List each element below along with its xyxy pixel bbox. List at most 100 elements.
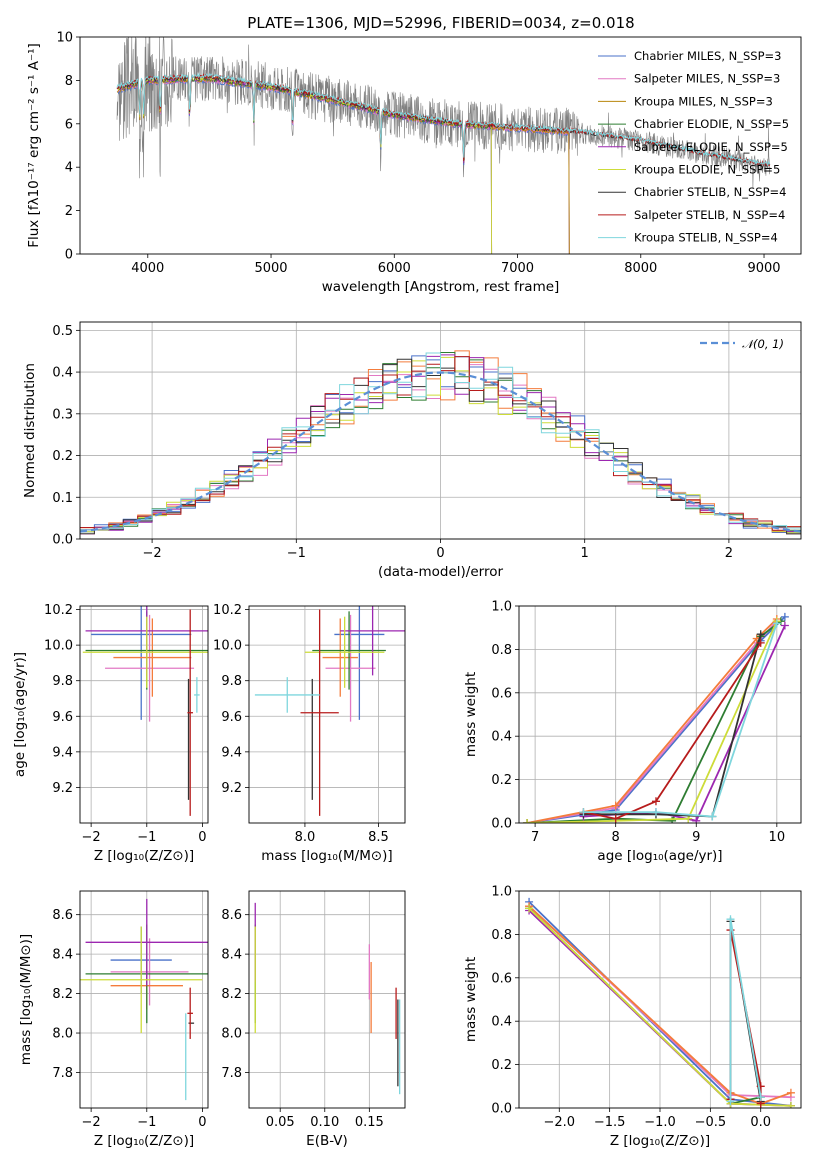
age-vs-z-xtick-label: −1 (137, 830, 156, 845)
weight-vs-z-xtick-label: −1.0 (644, 1115, 676, 1130)
spectrum-ytick-label: 10 (56, 31, 73, 46)
age-vs-z-frame (79, 605, 209, 824)
weight-line (729, 919, 762, 1102)
weight-vs-z-ytick-label: 1.0 (491, 885, 512, 900)
residuals-xtick-label: −1 (287, 546, 306, 561)
spectrum-xtick-label: 4000 (131, 261, 164, 276)
spectrum-panel: 4000 5000 6000 7000 8000 9000 0 2 4 6 8 10 wavelengt… (26, 31, 802, 295)
errorbar-point (254, 677, 320, 713)
errorbar-point (82, 616, 208, 688)
weight-series (579, 630, 765, 821)
residual-histogram (80, 352, 801, 531)
weight-vs-age-ytick-label: 0.2 (491, 773, 512, 788)
mass-vs-z-ylabel: mass [log₁₀(M/M⊙)] (18, 934, 34, 1065)
legend-label: Kroupa STELIB, N_SSP=4 (634, 231, 778, 245)
spectrum-ytick-label: 4 (65, 161, 73, 176)
weight-marker (726, 1097, 735, 1106)
weight-vs-z-xtick-label: −0.5 (695, 1115, 727, 1130)
weight-marker (579, 808, 588, 817)
age-vs-z-xtick-label: −2 (82, 830, 101, 845)
weight-vs-age-xtick-label: 10 (769, 830, 786, 845)
spectrum-ytick-label: 2 (65, 204, 73, 219)
weight-line (583, 642, 762, 820)
errorbar-point (91, 606, 192, 720)
weight-vs-z-frame (518, 890, 802, 1109)
errorbar-point (312, 611, 386, 690)
spectrum-xtick-label: 9000 (747, 261, 780, 276)
age-vs-z-ytick-label: 9.4 (52, 745, 73, 760)
legend-label: Chabrier MILES, N_SSP=3 (634, 49, 781, 63)
weight-vs-z-ytick-label: 0.2 (491, 1058, 512, 1073)
mass-vs-z-ytick-label: 8.6 (52, 908, 73, 923)
residuals-ytick-label: 0.4 (52, 366, 73, 381)
mass-vs-z-ytick-label: 8.2 (52, 987, 73, 1002)
mass-vs-z-ytick-label: 7.8 (52, 1066, 73, 1081)
weight-marker (523, 819, 532, 823)
errorbar-point (80, 926, 203, 1034)
mass-vs-z-xtick-label: −1 (137, 1115, 156, 1130)
errorbar-point (194, 677, 200, 713)
weight-line (583, 623, 778, 818)
errorbar-point (340, 606, 405, 676)
mass-vs-z-xtick-label: 0 (198, 1115, 206, 1130)
legend-label: Chabrier STELIB, N_SSP=4 (634, 185, 786, 199)
errorbar-point (113, 618, 192, 697)
weight-vs-age-panel: 7 8 9 10 0.0 0.2 0.4 0.6 0.8 1.0 age [log₁₀(age/yr… (463, 600, 802, 864)
model-spectrum-line (116, 72, 771, 167)
errorbar-point (334, 606, 385, 720)
residuals-ylabel: Normed distribution (22, 363, 38, 498)
errorbar-point (85, 898, 208, 986)
weight-marker (786, 1088, 795, 1097)
residuals-ytick-label: 0.0 (52, 533, 73, 548)
errorbar-point (105, 614, 195, 722)
mass-vs-z-xlabel: Z [log₁₀(Z/Z⊙)] (94, 1133, 194, 1149)
age-vs-z-xlabel: Z [log₁₀(Z/Z⊙)] (94, 848, 194, 864)
spectrum-legend: Chabrier MILES, N_SSP=3 Salpeter MILES, N… (598, 49, 789, 245)
weight-marker (756, 1093, 765, 1102)
age-vs-z-ytick-label: 9.8 (52, 674, 73, 689)
age-vs-z-ytick-label: 9.6 (52, 710, 73, 725)
age-vs-mass-frame (248, 605, 406, 824)
spectrum-ytick-label: 8 (65, 74, 73, 89)
weight-vs-z-ytick-label: 0.8 (491, 928, 512, 943)
residuals-frame (79, 321, 802, 540)
weight-vs-z-panel: −2.0 −1.5 −1.0 −0.5 0.0 0.0 0.2 0.4 0.6 0.8 1.0 Z [… (463, 885, 802, 1149)
residuals-panel: −2 −1 0 1 2 0.0 0.1 0.2 0.3 0.4 0.5 (data-model)/er… (22, 321, 802, 580)
spectrum-xtick-label: 8000 (624, 261, 657, 276)
spectrum-plot-area (116, 37, 771, 254)
errorbar-point (110, 938, 189, 1006)
age-vs-mass-ytick-label: 10.2 (213, 603, 242, 618)
spectrum-ytick-label: 0 (65, 248, 73, 263)
age-vs-mass-xtick-label: 8.5 (368, 830, 389, 845)
age-vs-mass-ytick-label: 10.0 (213, 639, 242, 654)
weight-series (523, 617, 781, 823)
mass-vs-ebv-ytick-label: 8.0 (221, 1027, 242, 1042)
legend-label: Kroupa ELODIE, N_SSP=5 (634, 163, 780, 177)
weight-vs-age-frame (518, 605, 802, 824)
figure-title: PLATE=1306, MJD=52996, FIBERID=0034, z=0… (247, 14, 634, 32)
mass-vs-ebv-ytick-label: 8.6 (221, 908, 242, 923)
weight-marker (692, 816, 701, 823)
residuals-xlabel: (data-model)/error (378, 564, 504, 580)
residuals-xtick-label: −2 (143, 546, 162, 561)
mass-vs-ebv-plot-area (254, 902, 401, 1095)
age-vs-mass-ytick-label: 9.8 (221, 674, 242, 689)
age-vs-mass-xtick-label: 8.0 (295, 830, 316, 845)
weight-vs-z-ytick-label: 0.0 (491, 1102, 512, 1117)
weight-series (579, 619, 781, 821)
weight-vs-age-xlabel: age [log₁₀(age/yr)] (597, 848, 722, 864)
mass-vs-z-plot-area (80, 898, 208, 1101)
residuals-ytick-label: 0.2 (52, 449, 73, 464)
residuals-xtick-label: 1 (581, 546, 589, 561)
weight-vs-z-ytick-label: 0.6 (491, 971, 512, 986)
age-vs-z-plot-area (82, 606, 208, 816)
weight-vs-z-ytick-label: 0.4 (491, 1015, 512, 1030)
weight-marker (780, 612, 789, 621)
weight-vs-age-ytick-label: 0.8 (491, 643, 512, 658)
spectrum-xtick-label: 7000 (501, 261, 534, 276)
weight-marker (786, 1101, 795, 1108)
mass-vs-ebv-ytick-label: 8.2 (221, 987, 242, 1002)
weight-vs-age-plot-area (523, 612, 789, 823)
weight-marker (651, 808, 660, 817)
